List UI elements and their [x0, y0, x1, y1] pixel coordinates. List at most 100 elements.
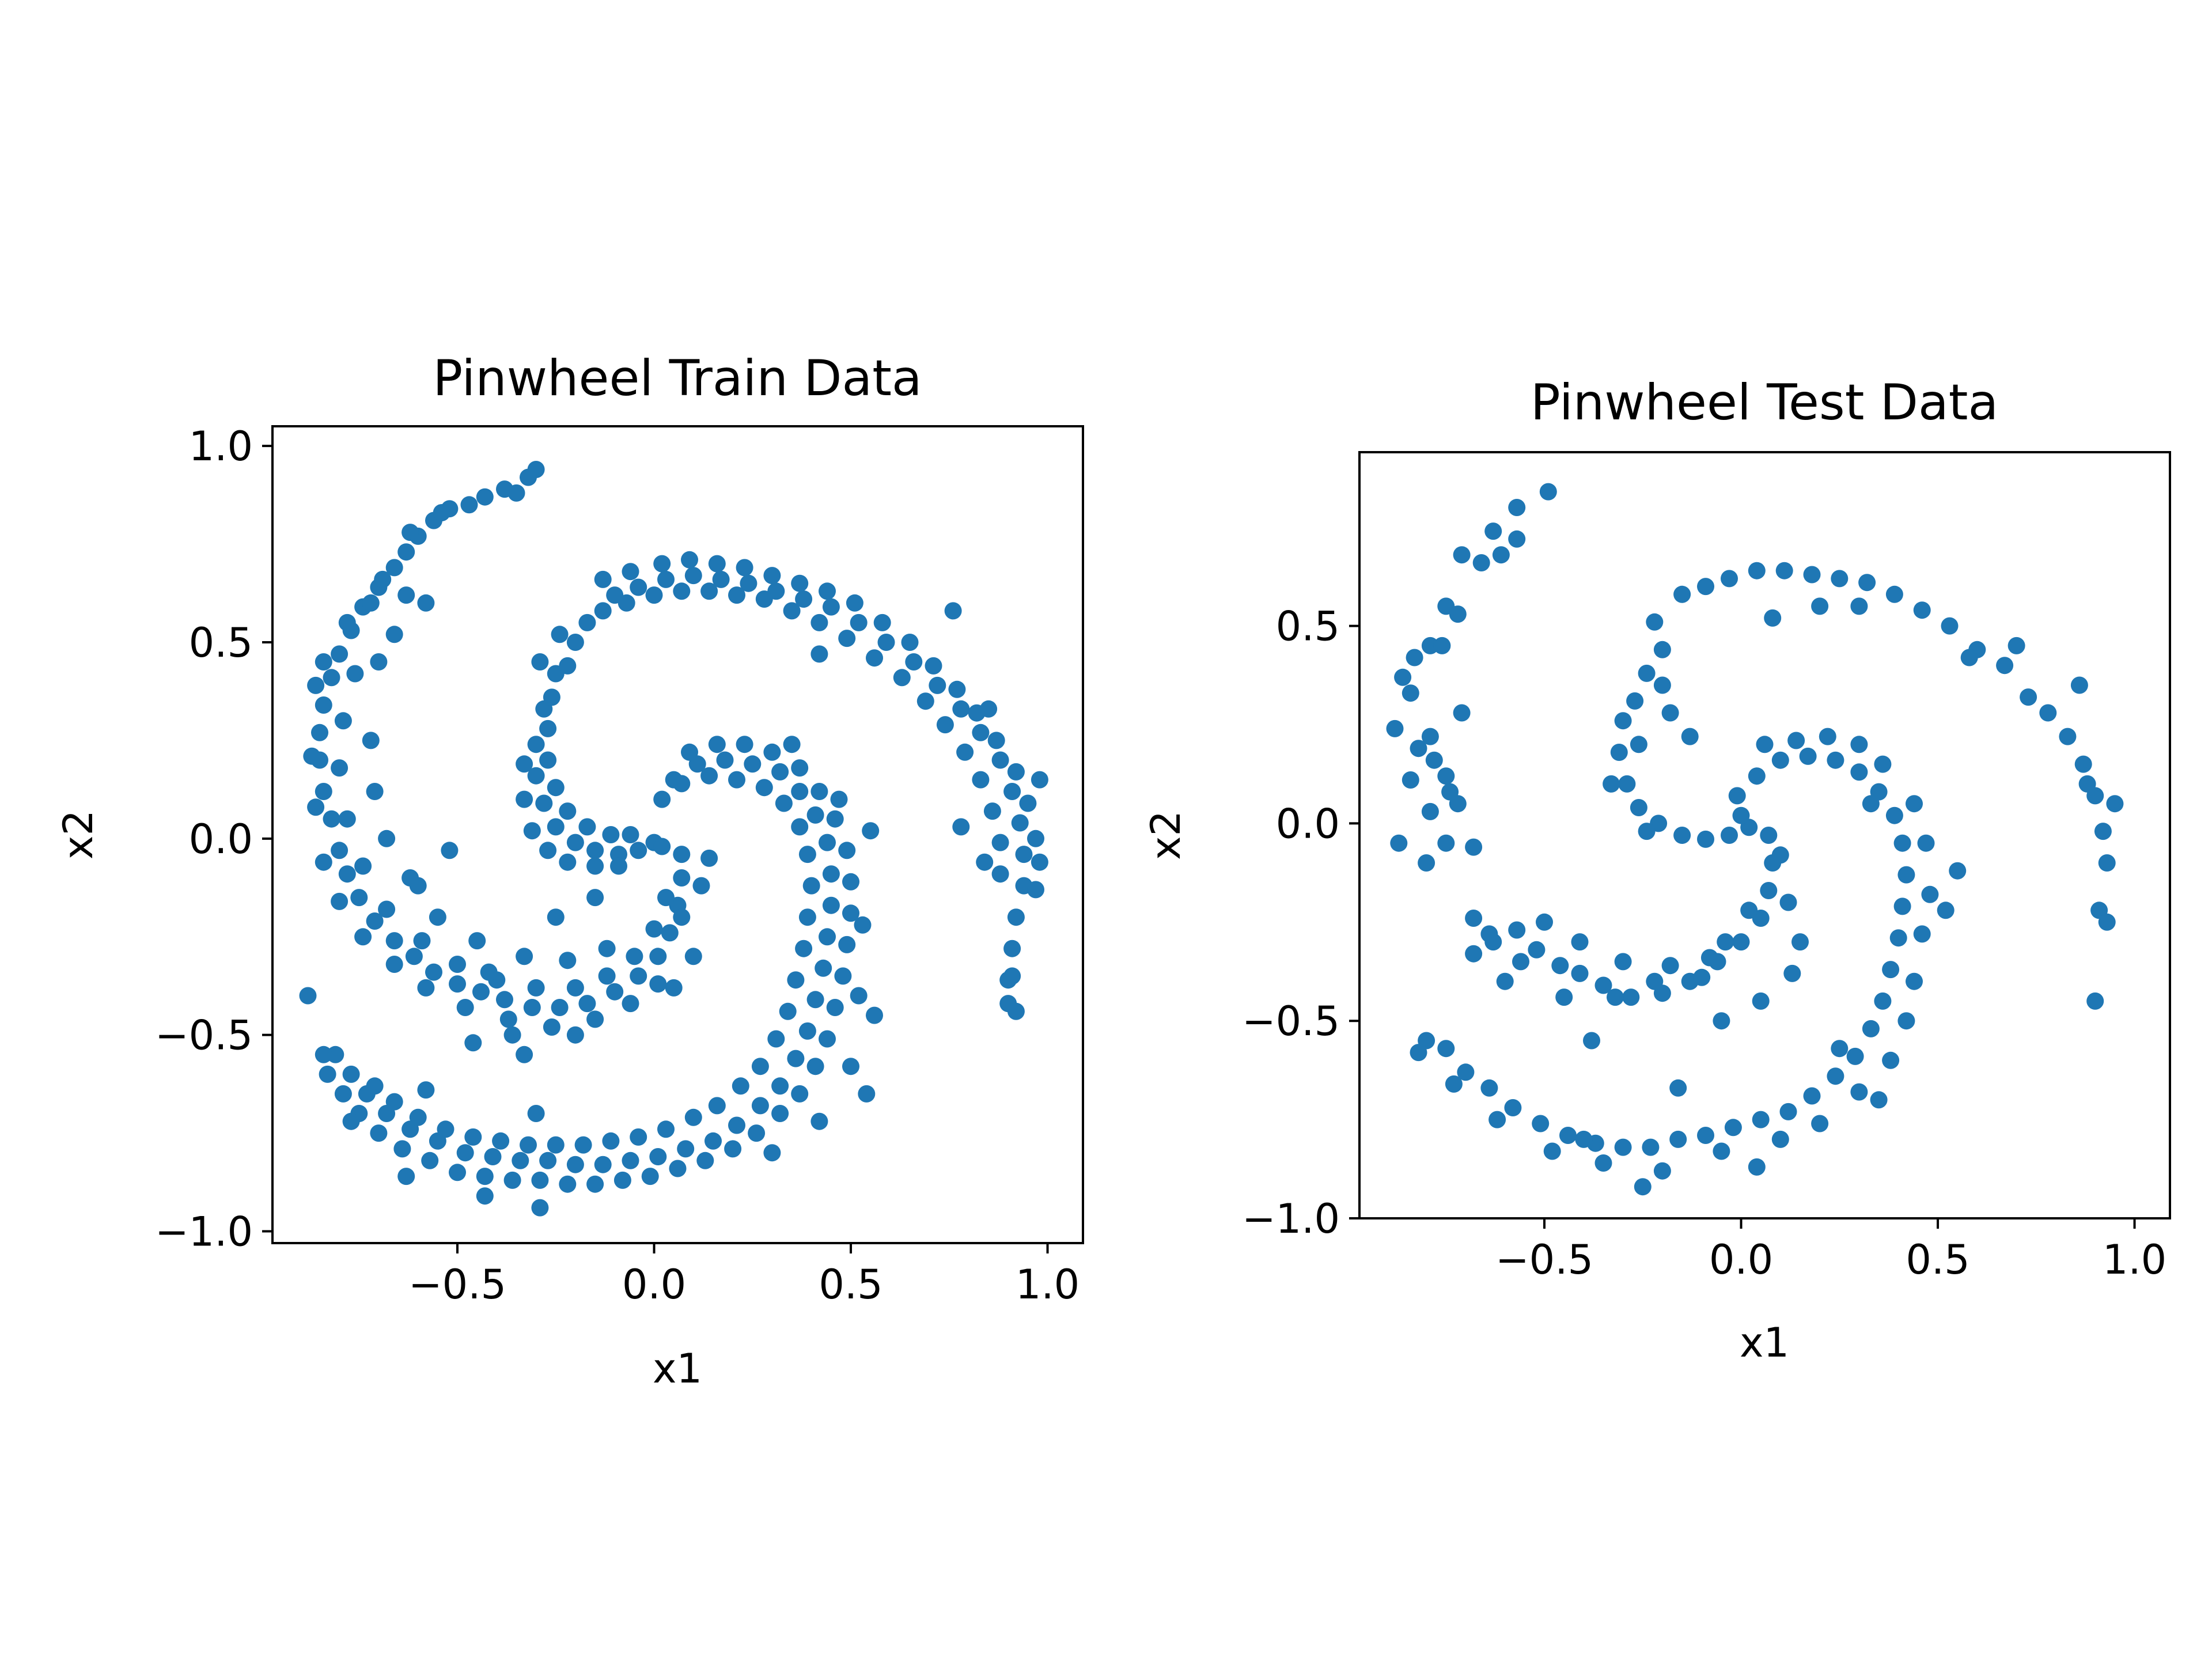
test-point-45	[1512, 953, 1529, 971]
train-point-126	[535, 794, 553, 812]
train-point-51	[566, 979, 584, 997]
test-point-140	[1457, 1063, 1475, 1081]
test-point-88	[2059, 728, 2077, 745]
train-point-82	[378, 830, 396, 847]
train-point-124	[527, 736, 545, 753]
train-point-13	[331, 645, 349, 663]
test-point-137	[1532, 1115, 1550, 1132]
test-point-125	[1846, 1047, 1864, 1065]
train-point-89	[464, 1034, 482, 1052]
train-point-111	[972, 724, 990, 741]
train-point-79	[370, 653, 388, 671]
train-point-159	[578, 818, 596, 836]
test-point-150	[1921, 885, 1939, 903]
train-point-162	[594, 570, 612, 588]
train-point-320	[700, 849, 718, 867]
test-point-47	[1607, 988, 1624, 1006]
test-point-153	[1897, 1012, 1915, 1030]
train-point-25	[405, 948, 423, 965]
test-point-63	[1626, 692, 1644, 710]
train-point-39	[673, 846, 691, 863]
test-point-12	[1386, 719, 1404, 737]
train-point-75	[507, 484, 525, 502]
test-point-143	[1756, 736, 1774, 753]
train-y-axis-label: x2	[55, 810, 102, 859]
train-point-109	[929, 676, 946, 694]
train-point-54	[645, 920, 663, 938]
test-point-96	[1653, 676, 1671, 694]
train-point-214	[787, 1050, 805, 1067]
train-point-202	[716, 751, 734, 769]
train-point-236	[700, 767, 718, 785]
train-point-133	[578, 613, 596, 631]
train-point-149	[972, 771, 990, 789]
train-point-145	[893, 669, 911, 687]
test-point-158	[1713, 1142, 1730, 1160]
test-point-100	[1661, 704, 1679, 722]
train-point-48	[449, 956, 466, 973]
train-point-52	[598, 967, 616, 985]
test-point-5	[1453, 546, 1471, 564]
test-point-28	[1571, 964, 1589, 982]
train-point-255	[574, 1136, 592, 1154]
train-point-139	[728, 586, 745, 604]
train-point-210	[819, 928, 836, 946]
test-point-67	[1630, 799, 1647, 816]
train-x-axis-label: x1	[653, 1345, 702, 1392]
train-point-157	[547, 779, 565, 797]
test-point-145	[1819, 728, 1836, 745]
train-point-115	[1015, 846, 1033, 863]
test-chart-title: Pinwheel Test Data	[1531, 374, 1998, 431]
train-point-278	[806, 1058, 824, 1075]
train-point-84	[429, 908, 446, 926]
train-point-193	[810, 645, 828, 663]
train-point-310	[763, 1144, 781, 1162]
train-point-166	[708, 555, 726, 573]
train-point-56	[307, 676, 325, 694]
test-point-64	[1614, 712, 1632, 730]
train-point-35	[649, 948, 667, 965]
train-point-189	[610, 857, 627, 875]
test-point-147	[1874, 755, 1892, 773]
train-point-251	[684, 1108, 702, 1126]
train-point-100	[684, 567, 702, 585]
train-point-158	[559, 802, 577, 820]
train-point-218	[704, 1132, 722, 1150]
train-point-270	[826, 810, 844, 828]
train-point-156	[539, 751, 557, 769]
train-point-110	[952, 700, 970, 718]
test-point-50	[1717, 933, 1734, 951]
train-point-105	[822, 598, 840, 616]
train-point-219	[677, 1140, 695, 1158]
test-point-132	[1669, 1130, 1687, 1148]
train-y-tick-label: 1.0	[189, 423, 253, 470]
train-point-208	[822, 865, 840, 883]
train-point-71	[338, 613, 356, 631]
train-point-22	[350, 889, 368, 907]
test-point-83	[1941, 617, 1959, 635]
train-point-55	[657, 889, 675, 907]
train-point-232	[342, 1065, 360, 1083]
train-point-65	[499, 1010, 517, 1028]
test-point-173	[1949, 862, 1967, 880]
train-point-224	[539, 1152, 557, 1169]
train-point-50	[527, 979, 545, 997]
test-point-25	[1508, 921, 1526, 939]
test-point-126	[1827, 1067, 1844, 1085]
train-point-146	[916, 692, 934, 710]
train-point-135	[618, 594, 635, 612]
train-point-196	[1003, 967, 1021, 985]
train-point-32	[578, 995, 596, 1013]
test-point-55	[1536, 913, 1553, 931]
train-point-108	[905, 653, 923, 671]
train-point-113	[1003, 783, 1021, 800]
train-point-104	[795, 590, 813, 608]
test-point-0	[1539, 483, 1557, 501]
test-point-53	[1496, 972, 1514, 990]
test-point-51	[1740, 902, 1758, 919]
train-point-160	[602, 826, 620, 843]
train-x-tick-label: 0.5	[819, 1261, 882, 1308]
test-point-43	[1465, 838, 1483, 856]
train-point-177	[987, 732, 1005, 749]
chart-test: −0.5 0.0 0.5 1.0 −1.0 −0.5 0.0 0.5 Pinwheel Te…	[1142, 374, 2171, 1366]
